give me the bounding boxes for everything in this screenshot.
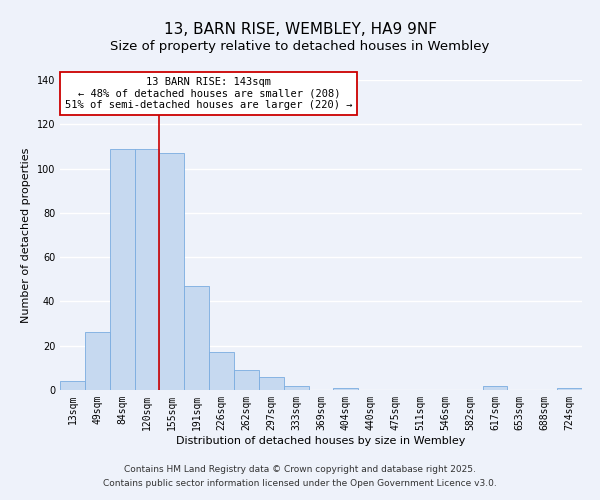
Bar (334, 388, 358, 390)
Bar (259, 376, 284, 390)
Bar (284, 386, 308, 390)
Bar (482, 386, 508, 390)
Bar (557, 388, 582, 390)
X-axis label: Distribution of detached houses by size in Wembley: Distribution of detached houses by size … (176, 436, 466, 446)
Bar (209, 352, 234, 390)
Bar (110, 148, 134, 390)
Text: 13, BARN RISE, WEMBLEY, HA9 9NF: 13, BARN RISE, WEMBLEY, HA9 9NF (163, 22, 437, 38)
Text: Contains HM Land Registry data © Crown copyright and database right 2025.
Contai: Contains HM Land Registry data © Crown c… (103, 466, 497, 487)
Y-axis label: Number of detached properties: Number of detached properties (21, 148, 31, 322)
Text: 13 BARN RISE: 143sqm
← 48% of detached houses are smaller (208)
51% of semi-deta: 13 BARN RISE: 143sqm ← 48% of detached h… (65, 77, 353, 110)
Bar (234, 370, 259, 390)
Bar (60, 381, 85, 390)
Bar (160, 153, 184, 390)
Bar (184, 286, 209, 390)
Text: Size of property relative to detached houses in Wembley: Size of property relative to detached ho… (110, 40, 490, 53)
Bar (134, 148, 160, 390)
Bar (85, 332, 110, 390)
